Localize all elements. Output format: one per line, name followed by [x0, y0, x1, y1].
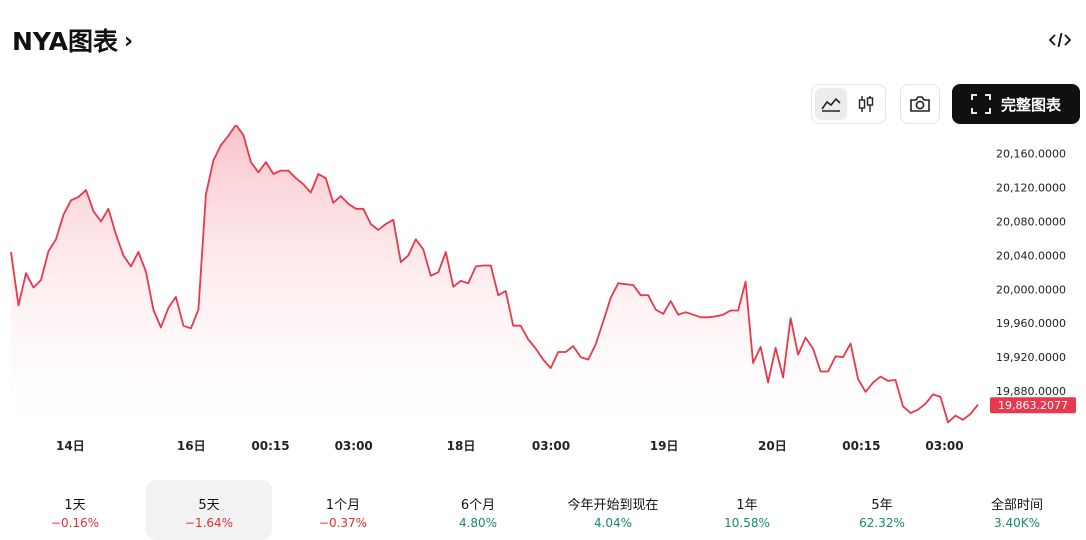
area-chart-glyph — [821, 97, 841, 112]
y-tick-label: 20,080.0000 — [996, 215, 1066, 228]
range-tabs: 1天 −0.16% 5天 −1.64% 1个月 −0.37% 6个月 4.80% 今年开始到现在… — [0, 480, 1086, 540]
candlestick-glyph — [859, 96, 874, 112]
full-chart-button[interactable]: 完整图表 — [952, 84, 1080, 124]
range-tab-change: 10.58% — [724, 516, 770, 530]
range-tab-change: −0.16% — [50, 516, 100, 530]
x-tick-label: 14日 — [56, 439, 85, 453]
y-tick-label: 20,120.0000 — [996, 182, 1066, 195]
chart-type-toggle — [811, 84, 886, 124]
range-tab[interactable]: 5天 −1.64% — [146, 480, 272, 540]
range-tab[interactable]: 1天 −0.16% — [12, 480, 138, 540]
price-chart: 20,160.0000 20,120.0000 20,080.0000 20,040.… — [10, 125, 1076, 453]
range-tab[interactable]: 1个月 −0.37% — [280, 480, 406, 540]
range-tab[interactable]: 1年 10.58% — [684, 480, 810, 540]
code-icon[interactable] — [1046, 28, 1074, 52]
chevron-right-icon: › — [123, 28, 134, 54]
y-tick-label: 20,000.0000 — [996, 283, 1066, 296]
x-tick-label: 20日 — [758, 439, 787, 453]
y-tick-label: 20,160.0000 — [996, 148, 1066, 161]
range-tab[interactable]: 今年开始到现在 4.04% — [550, 480, 676, 540]
range-tab-label: 1个月 — [325, 498, 361, 513]
price-line — [10, 125, 979, 424]
x-axis: 14日 16日 00:15 03:00 18日 03:00 19日 20日 00:15 03:00 — [56, 439, 964, 453]
page-title-text: NYA图表 — [12, 27, 118, 56]
fullscreen-icon — [971, 94, 991, 114]
candlestick-icon[interactable] — [851, 88, 883, 120]
x-tick-label: 18日 — [447, 439, 476, 453]
page-title[interactable]: NYA图表 › — [12, 22, 133, 58]
x-tick-label: 00:15 — [842, 439, 880, 453]
range-tab-change: −0.37% — [318, 516, 368, 530]
area-chart-icon[interactable] — [815, 88, 847, 120]
y-tick-label: 19,880.0000 — [996, 385, 1066, 398]
x-tick-label: 03:00 — [925, 439, 963, 453]
camera-icon[interactable] — [900, 84, 940, 124]
range-tab-change: −1.64% — [184, 516, 234, 530]
camera-glyph — [910, 96, 930, 112]
range-tab-change: 4.80% — [458, 516, 498, 530]
y-tick-label: 19,960.0000 — [996, 317, 1066, 330]
range-tab-change: 62.32% — [859, 516, 905, 530]
range-tab-label: 全部时间 — [990, 498, 1043, 513]
range-tab[interactable]: 全部时间 3.40K% — [954, 480, 1080, 540]
range-tab-label: 5年 — [871, 498, 893, 513]
range-tab-label: 1年 — [736, 498, 758, 513]
current-price-badge: 19,863.2077 — [990, 397, 1076, 414]
y-axis: 20,160.0000 20,120.0000 20,080.0000 20,040.… — [996, 148, 1066, 398]
range-tab-change: 4.04% — [593, 516, 633, 530]
x-tick-label: 00:15 — [251, 439, 289, 453]
x-tick-label: 03:00 — [532, 439, 570, 453]
range-tab[interactable]: 6个月 4.80% — [415, 480, 541, 540]
y-tick-label: 19,920.0000 — [996, 351, 1066, 364]
range-tab-change: 3.40K% — [994, 516, 1040, 530]
range-tab-label: 今年开始到现在 — [567, 498, 659, 513]
range-tab-label: 1天 — [64, 498, 86, 513]
x-tick-label: 03:00 — [335, 439, 373, 453]
y-tick-label: 20,040.0000 — [996, 249, 1066, 262]
price-area — [11, 125, 978, 430]
range-tab-label: 6个月 — [460, 498, 496, 513]
full-chart-label: 完整图表 — [1000, 95, 1061, 114]
range-tab[interactable]: 5年 62.32% — [819, 480, 945, 540]
current-price-label: 19,863.2077 — [998, 399, 1068, 412]
x-tick-label: 19日 — [650, 439, 679, 453]
code-icon-glyph — [1049, 32, 1071, 48]
range-tab-label: 5天 — [198, 498, 220, 513]
x-tick-label: 16日 — [177, 439, 206, 453]
